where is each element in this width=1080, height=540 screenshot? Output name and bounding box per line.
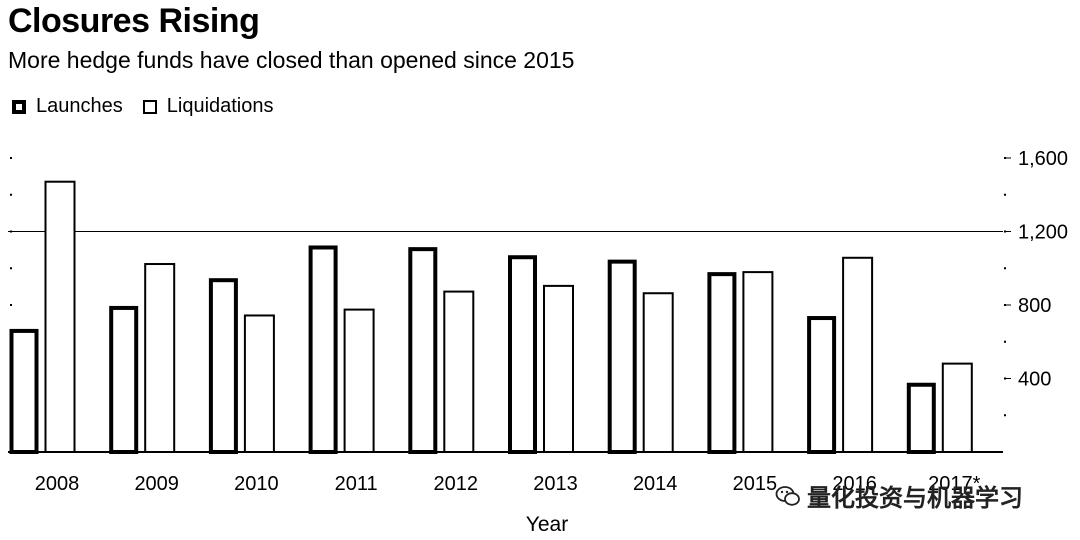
x-tick-label: 2012 (434, 473, 479, 495)
minor-tick-right (1004, 340, 1006, 343)
watermark: 量化投资与机器学习 (775, 478, 1023, 513)
legend-swatch-liquidations (142, 99, 157, 114)
bar-launches (208, 278, 238, 454)
x-tick-label: 2013 (533, 473, 578, 495)
y-tick-label: 800 (1018, 295, 1051, 317)
minor-tick-right (1004, 157, 1006, 159)
bar-liquidations (941, 362, 973, 453)
bar-launches (308, 245, 338, 454)
x-tick-label: 2011 (335, 473, 378, 495)
minor-tick-right (1004, 193, 1006, 196)
watermark-text: 量化投资与机器学习 (807, 485, 1023, 512)
x-tick-label: 2010 (234, 473, 279, 495)
bar-liquidations (543, 284, 574, 454)
chart-title: Closures Rising (8, 2, 260, 40)
bar-liquidations (642, 292, 674, 453)
minor-tick-right (1004, 377, 1006, 380)
legend-label-liquidations: Liquidations (166, 95, 274, 117)
bar-launches (906, 382, 936, 454)
bar-launches (508, 255, 537, 454)
legend-item-launches: Launches (12, 95, 123, 118)
bar-launches (9, 328, 39, 454)
legend-label-launches: Launches (36, 95, 123, 117)
x-tick-label: 2015 (733, 473, 778, 495)
chart-subtitle: More hedge funds have closed than opened… (8, 47, 575, 73)
bar-launches (607, 259, 637, 455)
legend-swatch-launches (12, 99, 26, 114)
minor-tick-right (1004, 267, 1006, 270)
y-tick-label: 400 (1018, 369, 1051, 391)
bar-launches (707, 272, 737, 454)
x-tick-label: 2017* (928, 473, 980, 495)
bar-liquidations (443, 290, 475, 453)
minor-tick-left (10, 304, 12, 306)
bar-launches (408, 247, 438, 454)
labels-layer: 400 800 1,200 1,600 2008 2009 2010 2011 2012 2013… (35, 148, 1068, 536)
x-tick-label: 2009 (134, 473, 179, 495)
bar-liquidations (742, 271, 774, 454)
minor-tick-right (1004, 230, 1006, 233)
bar-liquidations (44, 180, 76, 454)
y-tick-label: 1,600 (1018, 148, 1068, 170)
minor-tick-left (10, 267, 12, 270)
minor-tick-right (1004, 414, 1006, 417)
bar-launches (109, 305, 139, 454)
x-axis-label: Year (526, 513, 568, 536)
legend-item-liquidations: Liquidations (142, 95, 274, 118)
y-tick-label: 1,200 (1018, 222, 1068, 244)
x-tick-label: 2008 (35, 473, 80, 495)
bar-liquidations (842, 256, 874, 453)
bar-liquidations (144, 263, 176, 453)
minor-tick-left (10, 157, 12, 159)
x-tick-label: 2014 (633, 473, 678, 495)
bars-layer (9, 180, 973, 455)
legend: Launches Liquidations (12, 95, 294, 118)
minor-tick-left (10, 193, 12, 196)
x-tick-label: 2016 (832, 473, 877, 495)
wechat-icon (775, 485, 800, 506)
minor-tick-right (1004, 304, 1006, 306)
minor-tick-left (10, 230, 12, 233)
bar-liquidations (343, 308, 375, 453)
bar-launches (807, 316, 837, 455)
bar-liquidations (243, 314, 275, 453)
